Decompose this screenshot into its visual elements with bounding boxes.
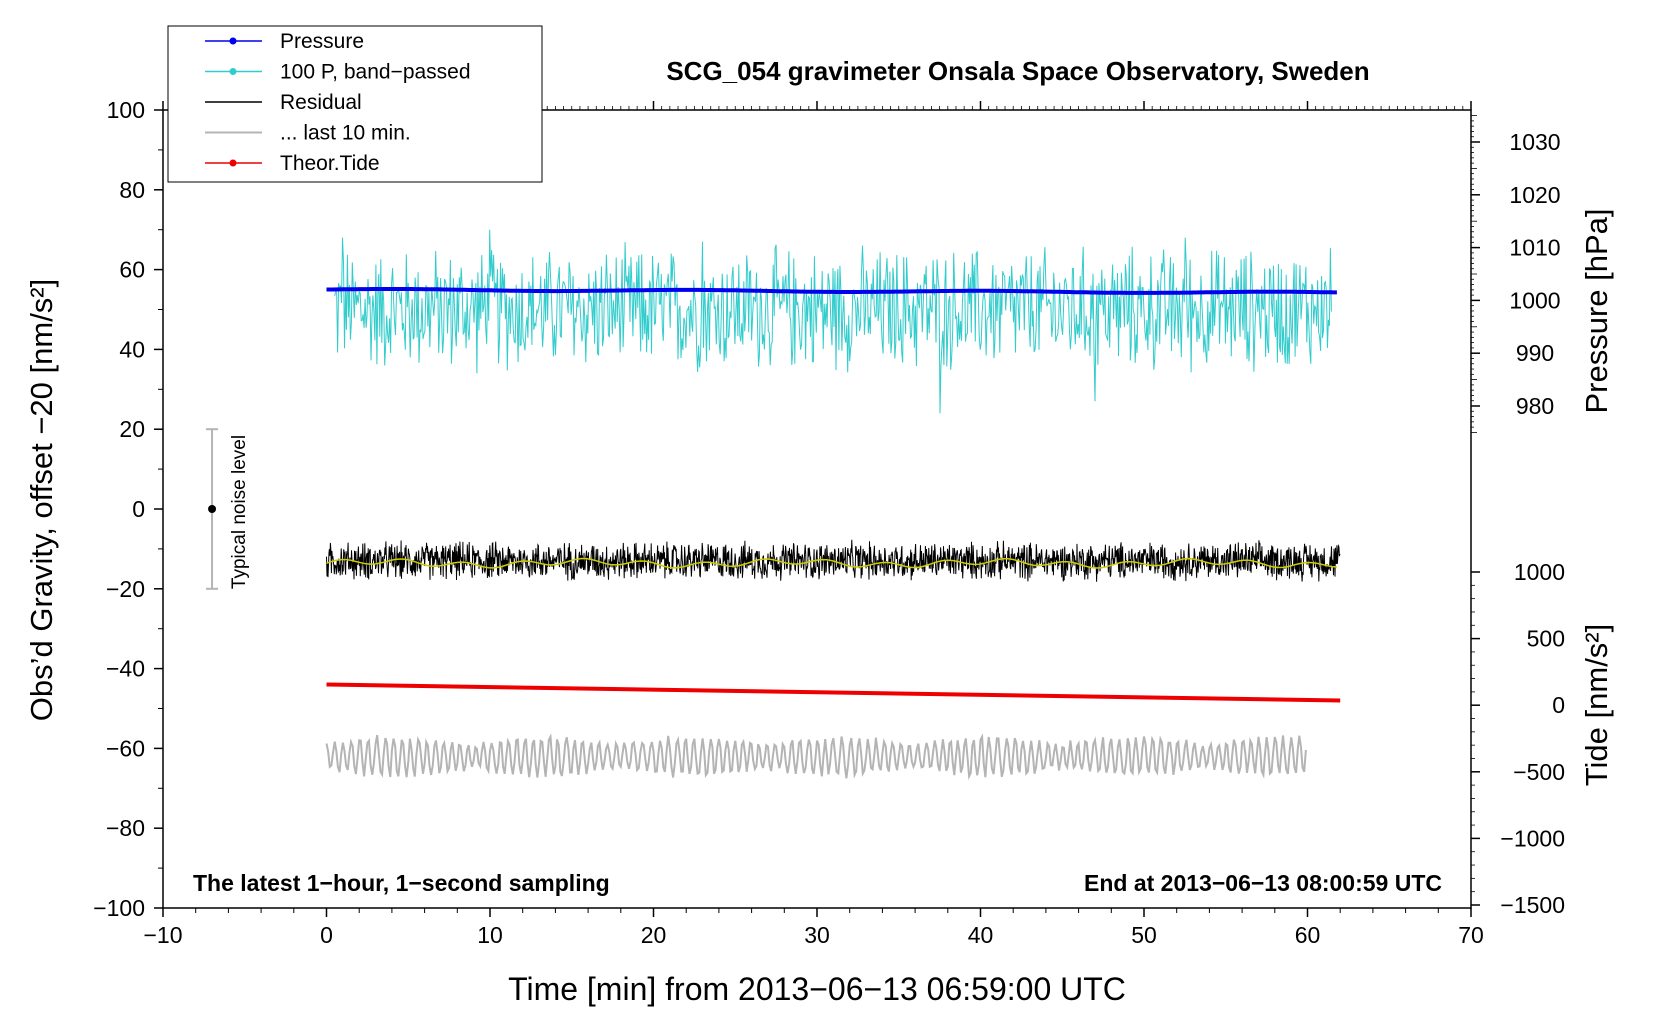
pressure-tick-label: 1030 xyxy=(1509,129,1560,155)
series-residual xyxy=(326,539,1341,582)
x-tick-label: 10 xyxy=(477,922,503,948)
legend-label: Pressure xyxy=(280,30,364,53)
y-tick-label: 0 xyxy=(132,496,145,522)
tide-tick-label: 0 xyxy=(1552,692,1565,718)
series-theoretical-tide xyxy=(326,682,1341,703)
tide-tick-label: −500 xyxy=(1513,759,1565,785)
pressure-tick-label: 1010 xyxy=(1509,235,1560,261)
y-tick-label: 40 xyxy=(119,336,145,362)
x-tick-label: 50 xyxy=(1131,922,1157,948)
annotation-sampling: The latest 1−hour, 1−second sampling xyxy=(193,870,610,896)
y-tick-label: −20 xyxy=(106,576,145,602)
legend-marker xyxy=(229,159,237,167)
x-axis-label: Time [min] from 2013−06−13 06:59:00 UTC xyxy=(508,971,1126,1007)
x-tick-label: 70 xyxy=(1458,922,1484,948)
pressure-tick-label: 990 xyxy=(1516,340,1554,366)
legend-label: ... last 10 min. xyxy=(280,122,411,145)
pressure-tick-label: 1000 xyxy=(1509,287,1560,313)
series-bandpassed-pressure xyxy=(334,229,1332,414)
tide-tick-label: −1000 xyxy=(1500,825,1565,851)
series-layer xyxy=(325,229,1341,781)
series-last-10-min xyxy=(325,733,1307,781)
x-tick-label: 30 xyxy=(804,922,830,948)
legend-label: Theor.Tide xyxy=(280,152,380,175)
pressure-tick-label: 980 xyxy=(1516,393,1554,419)
y-axis-label: Obs’d Gravity, offset −20 [nm/s²] xyxy=(24,279,59,722)
annotation-end-time: End at 2013−06−13 08:00:59 UTC xyxy=(1084,870,1442,896)
legend-marker xyxy=(229,68,237,75)
tide-tick-label: 500 xyxy=(1527,626,1565,652)
y-tick-label: 60 xyxy=(119,257,145,283)
x-tick-label: 0 xyxy=(320,922,333,948)
x-tick-label: 40 xyxy=(968,922,994,948)
legend-label: Residual xyxy=(280,91,362,114)
series-residual-smoothed xyxy=(326,557,1337,569)
noise-level-label: Typical noise level xyxy=(229,435,250,589)
y-tick-label: −40 xyxy=(106,656,145,682)
legend-marker xyxy=(229,37,237,45)
x-tick-label: 60 xyxy=(1295,922,1321,948)
tide-tick-label: −1500 xyxy=(1500,892,1565,918)
x-tick-label: 20 xyxy=(641,922,667,948)
x-tick-label: −10 xyxy=(143,922,182,948)
legend-box xyxy=(167,25,543,183)
y-tick-label: 20 xyxy=(119,416,145,442)
tide-tick-label: 1000 xyxy=(1514,559,1565,585)
pressure-tick-label: 1020 xyxy=(1509,182,1560,208)
series-pressure xyxy=(326,287,1337,295)
y-tick-label: −100 xyxy=(93,895,145,921)
y-tick-label: −60 xyxy=(106,735,145,761)
chart-title: SCG_054 gravimeter Onsala Space Observat… xyxy=(666,56,1369,86)
noise-level-indicator: Typical noise level xyxy=(206,428,250,590)
y-tick-label: −80 xyxy=(106,815,145,841)
legend-label: 100 P, band−passed xyxy=(280,61,471,84)
axis-layer: −10 0 10 20 30 40 50 60 70−100−80−60−40−20020406… xyxy=(93,97,1565,948)
y-tick-label: 80 xyxy=(119,177,145,203)
pressure-axis-label: Pressure [hPa] xyxy=(1579,208,1614,413)
noise-bar-center xyxy=(208,505,217,513)
legend: Pressure 100 P, band−passed Residual ... la… xyxy=(167,25,543,183)
tide-axis-label: Tide [nm/s²] xyxy=(1579,624,1614,787)
y-tick-label: 100 xyxy=(107,97,145,123)
